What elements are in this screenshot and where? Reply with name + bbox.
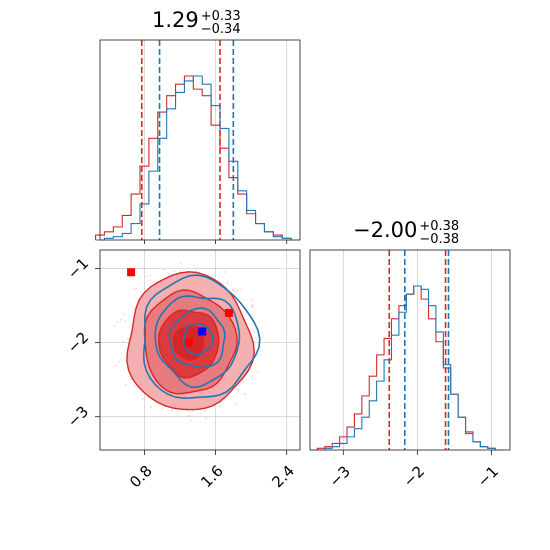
scatter-2d-sample-point	[120, 318, 123, 320]
scatter-2d-sample-point	[114, 325, 117, 327]
scatter-2d-sample-point	[120, 359, 122, 361]
scatter-2d-xtick-label: 0.8	[126, 462, 156, 492]
scatter-2d-sample-point	[232, 289, 235, 292]
hist-param-2-series-1-step	[310, 285, 503, 451]
scatter-2d-sample-point	[141, 397, 144, 400]
hist-param-1-bg	[100, 40, 300, 240]
scatter-2d-blue-contour-level	[142, 274, 261, 399]
scatter-2d-sample-point	[179, 269, 182, 272]
hist-param-2-xtick-label: −3	[326, 462, 354, 490]
scatter-2d-sample-point	[257, 371, 259, 374]
hist-param-1-series-1-step	[95, 75, 300, 241]
scatter-2d-sample-point	[237, 389, 239, 392]
scatter-2d-sample-point	[133, 288, 136, 291]
scatter-2d-marker	[198, 327, 207, 336]
scatter-2d-sample-point	[224, 271, 226, 273]
hist-param-2-frame	[309, 249, 511, 451]
scatter-2d-marker	[127, 268, 136, 277]
title-minus: −0.34	[200, 21, 241, 37]
scatter-2d-sample-point	[240, 288, 243, 291]
scatter-2d-sample-point	[135, 287, 138, 290]
scatter-2d-sample-point	[116, 321, 118, 323]
scatter-2d-sample-point	[204, 409, 207, 412]
scatter-2d-sample-point	[255, 337, 258, 340]
hist-param-1-frame	[99, 39, 301, 241]
scatter-2d-sample-point	[145, 275, 148, 278]
scatter-2d-marker	[184, 338, 193, 347]
scatter-2d-sample-point	[119, 321, 122, 323]
title-param-1: 1.29 +0.33 −0.34	[152, 8, 241, 36]
title-param-2: −2.00 +0.38 −0.38	[353, 218, 459, 246]
scatter-2d-sample-point	[117, 361, 120, 363]
scatter-2d-sample-point	[129, 324, 132, 326]
scatter-2d-xtick-label: 2.4	[268, 462, 298, 492]
scatter-2d-ytick-label: −2	[64, 328, 92, 356]
scatter-2d-marker	[224, 308, 233, 317]
scatter-2d-sample-point	[150, 406, 152, 408]
scatter-2d-sample-point	[218, 405, 221, 408]
scatter-2d-sample-point	[236, 289, 239, 292]
scatter-2d-sample-point	[180, 262, 183, 265]
scatter-2d-sample-point	[122, 313, 125, 316]
scatter-2d-sample-point	[252, 304, 254, 306]
scatter-2d-sample-point	[193, 265, 195, 267]
scatter-2d-sample-point	[173, 270, 176, 273]
scatter-2d-sample-point	[191, 410, 194, 412]
scatter-2d-blue-contour-level	[182, 322, 214, 356]
scatter-2d-sample-point	[163, 268, 166, 271]
scatter-2d-sample-point	[234, 290, 237, 293]
scatter-2d-sample-point	[226, 281, 229, 284]
hist-param-2-xtick-label: −2	[400, 462, 428, 490]
scatter-2d-sample-point	[241, 380, 244, 382]
scatter-2d-sample-point	[234, 403, 237, 406]
title-minus: −0.38	[419, 231, 460, 247]
scatter-2d-sample-point	[251, 305, 254, 308]
scatter-2d-sample-point	[122, 340, 125, 343]
scatter-2d-xtick-label: 1.6	[197, 462, 227, 492]
hist-param-2-xtick-label: −1	[474, 462, 502, 490]
scatter-2d-sample-point	[127, 337, 130, 340]
scatter-2d-sample-point	[115, 364, 118, 366]
title-plus: +0.38	[419, 218, 460, 234]
scatter-2d-sample-point	[149, 274, 152, 277]
title-plus: +0.33	[200, 8, 241, 24]
scatter-2d-sample-point	[189, 420, 192, 422]
scatter-2d-sample-point	[161, 407, 164, 410]
title-median: 1.29	[152, 8, 199, 32]
scatter-2d-blue-contour-level	[154, 295, 241, 389]
scatter-2d-sample-point	[244, 393, 246, 396]
scatter-2d-ytick-label: −1	[64, 254, 92, 282]
scatter-2d-sample-point	[124, 320, 127, 322]
scatter-2d-sample-point	[188, 414, 191, 417]
scatter-2d-sample-point	[196, 267, 199, 270]
scatter-2d-sample-point	[251, 298, 254, 301]
title-median: −2.00	[353, 218, 418, 242]
scatter-2d-sample-point	[124, 383, 127, 386]
scatter-2d-sample-point	[251, 375, 254, 378]
scatter-2d-frame	[99, 249, 301, 451]
scatter-2d-blue-contour-level	[168, 307, 226, 369]
scatter-2d-ytick-label: −3	[64, 402, 92, 430]
scatter-2d-sample-point	[204, 417, 207, 420]
scatter-2d-sample-point	[170, 409, 173, 412]
hist-param-2-bg	[310, 250, 510, 450]
